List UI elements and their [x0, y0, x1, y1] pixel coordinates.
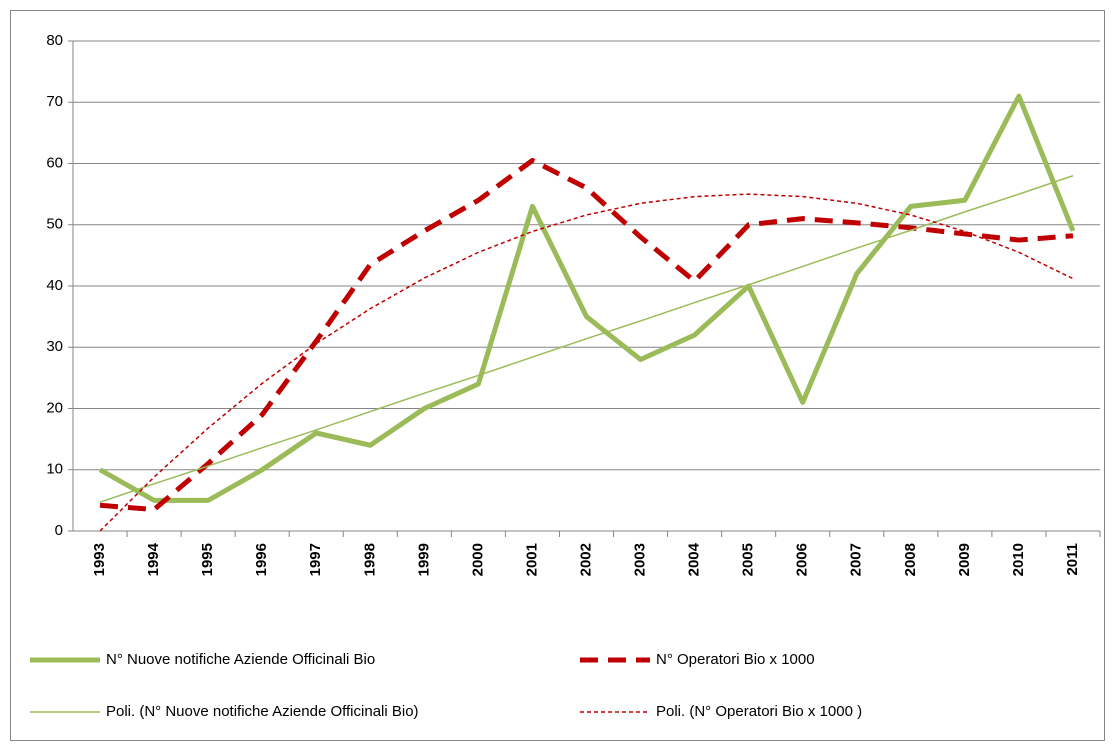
series-line: [99, 175, 1074, 503]
x-tick-label: 1998: [361, 543, 378, 576]
y-tick-label: 30: [46, 338, 63, 355]
x-tick-label: 1995: [199, 543, 216, 576]
x-tick-label: 2002: [577, 543, 594, 576]
x-tick-label: 2011: [1064, 543, 1081, 576]
x-tick-label: 2005: [740, 543, 757, 576]
y-tick-label: 0: [55, 522, 63, 539]
y-tick-label: 80: [46, 32, 63, 49]
legend-label: N° Nuove notifiche Aziende Officinali Bi…: [106, 651, 375, 668]
y-tick-label: 10: [46, 461, 63, 478]
x-tick-label: 2003: [632, 543, 649, 576]
x-tick-label: 2008: [902, 543, 919, 576]
y-tick-label: 20: [46, 399, 63, 416]
legend-label: Poli. (N° Operatori Bio x 1000 ): [656, 703, 862, 720]
x-tick-label: 2007: [848, 543, 865, 576]
x-tick-label: 2000: [469, 543, 486, 576]
series-line: [99, 157, 1074, 513]
series-line: [99, 193, 1074, 532]
y-tick-label: 60: [46, 154, 63, 171]
chart-border: [10, 10, 1105, 741]
x-tick-label: 2004: [686, 542, 703, 576]
x-tick-label: 2010: [1010, 543, 1027, 576]
x-tick-label: 2001: [523, 543, 540, 576]
x-tick-label: 1994: [145, 542, 162, 576]
y-tick-label: 70: [46, 93, 63, 110]
legend-label: Poli. (N° Nuove notifiche Aziende Offici…: [106, 703, 419, 720]
x-tick-label: 2006: [794, 543, 811, 576]
x-tick-label: 1997: [307, 543, 324, 576]
x-tick-label: 1999: [415, 543, 432, 576]
x-tick-label: 2009: [956, 543, 973, 576]
series-line: [98, 93, 1076, 503]
legend-label: N° Operatori Bio x 1000: [656, 651, 815, 668]
y-tick-label: 40: [46, 277, 63, 294]
x-tick-label: 1996: [253, 543, 270, 576]
y-tick-label: 50: [46, 216, 63, 233]
x-tick-label: 1993: [91, 543, 108, 576]
